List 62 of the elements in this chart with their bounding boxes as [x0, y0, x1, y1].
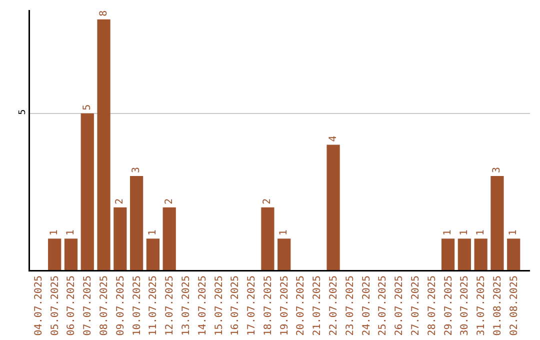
- bar: [48, 238, 62, 270]
- data-label: 1: [508, 230, 520, 236]
- data-label: 1: [458, 230, 470, 236]
- x-tick-label: 19.07.2025: [279, 276, 290, 336]
- data-label: 2: [114, 198, 126, 204]
- x-tick-label: 12.07.2025: [164, 276, 176, 336]
- bar: [146, 238, 160, 270]
- x-tick-label: 25.07.2025: [378, 276, 389, 336]
- data-label: 1: [65, 230, 76, 236]
- data-label: 4: [328, 136, 339, 142]
- data-label: 3: [131, 166, 142, 174]
- x-tick-label: 08.07.2025: [99, 276, 110, 336]
- data-label: 2: [262, 198, 274, 204]
- bar: [97, 19, 110, 270]
- x-tick-label: 28.07.2025: [426, 276, 438, 336]
- bar: [114, 207, 127, 270]
- data-label: 5: [82, 104, 93, 110]
- x-tick-label: 13.07.2025: [180, 276, 192, 336]
- bar: [458, 238, 471, 270]
- x-tick-label: 01.08.2025: [492, 276, 504, 336]
- bar: [441, 238, 455, 270]
- bar: [80, 113, 94, 270]
- data-label: 1: [278, 230, 290, 236]
- x-tick-label: 11.07.2025: [148, 276, 160, 336]
- bar: [507, 238, 520, 270]
- data-label: 3: [492, 166, 503, 174]
- x-tick-label: 02.08.2025: [508, 276, 520, 336]
- x-tick-label: 31.07.2025: [476, 276, 488, 336]
- x-tick-label: 15.07.2025: [214, 276, 225, 336]
- x-tick-label: 07.07.2025: [82, 276, 94, 336]
- bar: [162, 207, 176, 270]
- x-tick-label: 23.07.2025: [344, 276, 356, 336]
- x-tick-label: 27.07.2025: [410, 276, 422, 336]
- x-tick-label: 29.07.2025: [443, 276, 454, 336]
- x-tick-label: 06.07.2025: [66, 276, 78, 336]
- x-tick-label: 22.07.2025: [328, 276, 340, 336]
- x-tick-label: 14.07.2025: [197, 276, 208, 336]
- x-tick-label: 10.07.2025: [132, 276, 143, 336]
- data-label: 1: [147, 230, 158, 236]
- x-tick-label: 16.07.2025: [230, 276, 242, 336]
- x-tick-label: 05.07.2025: [50, 276, 61, 336]
- x-tick-label: 20.07.2025: [296, 276, 307, 336]
- x-tick-label: 30.07.2025: [460, 276, 471, 336]
- x-tick-label: 26.07.2025: [394, 276, 406, 336]
- x-tick-label: 18.07.2025: [262, 276, 274, 336]
- data-label: 1: [49, 230, 60, 236]
- data-label: 2: [164, 198, 175, 204]
- x-tick-label: 04.07.2025: [33, 276, 44, 336]
- bar: [278, 238, 291, 270]
- bar: [474, 238, 488, 270]
- bar: [490, 176, 504, 270]
- data-label: 8: [98, 10, 110, 16]
- data-label: 1: [442, 230, 454, 236]
- x-tick-label: 17.07.2025: [246, 276, 258, 336]
- x-tick-label: 21.07.2025: [312, 276, 324, 336]
- bar: [130, 176, 144, 270]
- x-tick-label: 24.07.2025: [361, 276, 372, 336]
- bar: [326, 144, 340, 270]
- bar: [261, 207, 274, 270]
- x-tick-label: 09.07.2025: [115, 276, 126, 336]
- bar: [64, 238, 78, 270]
- data-label: 1: [475, 230, 486, 236]
